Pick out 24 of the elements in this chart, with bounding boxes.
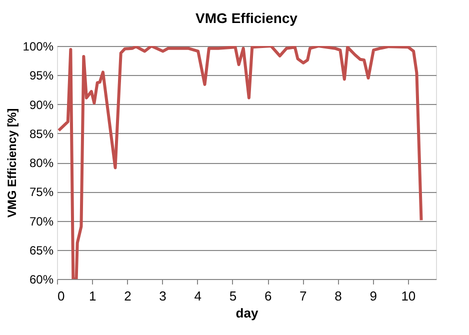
y-tick-label: 65% [29,243,54,258]
x-axis-title: day [236,306,259,320]
x-tick-label: 8 [334,288,342,304]
chart-title: VMG Efficiency [196,10,298,26]
x-tick-label: 0 [58,288,65,304]
x-tick-label: 4 [194,288,202,304]
y-tick-label: 60% [29,272,54,286]
y-tick-label: 95% [29,68,54,83]
x-tick-label: 10 [401,288,416,304]
x-tick-label: 9 [370,288,377,304]
y-tick-label: 90% [29,98,54,112]
y-tick-label: 100% [22,40,54,54]
y-tick-label: 70% [29,214,54,228]
y-tick-label: 85% [29,126,54,141]
line-series [57,46,423,279]
x-tick-label: 5 [229,288,237,304]
x-tick-label: 3 [159,288,166,304]
x-tick-label: 7 [300,288,307,304]
y-tick-label: 80% [29,156,54,170]
x-tick-label: 6 [264,288,272,304]
x-tick-label: 2 [124,288,132,304]
y-tick-label: 75% [29,185,54,200]
x-tick-label: 1 [88,288,96,304]
y-axis-title: VMG Efficiency [%] [4,108,19,218]
